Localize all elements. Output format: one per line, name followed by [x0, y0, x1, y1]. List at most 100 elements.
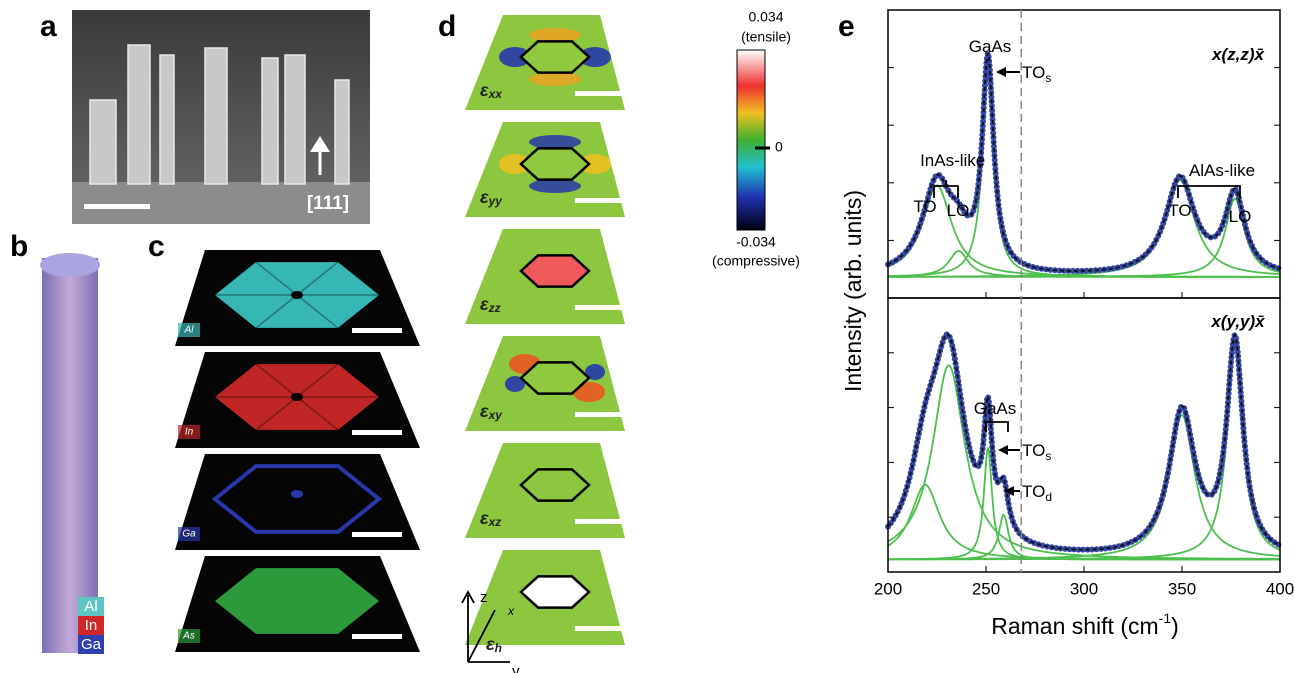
- hexagon: [521, 255, 589, 286]
- panel-label: b: [10, 230, 28, 263]
- annotation-text: TO: [1168, 201, 1191, 220]
- subscript: yy: [488, 194, 504, 208]
- nanowire: [90, 100, 116, 184]
- annotation-sub: s: [1045, 71, 1051, 85]
- nanowire: [335, 80, 349, 184]
- annotation: AlAs-like: [1189, 161, 1255, 180]
- scale-bar: [84, 204, 150, 209]
- annotation: TOd: [1022, 482, 1052, 504]
- map-label: In: [185, 427, 194, 438]
- map-label: As: [182, 631, 195, 642]
- lobe: [529, 28, 581, 42]
- annotation-text: LO: [1229, 207, 1252, 226]
- core: [291, 490, 303, 498]
- subscript: xz: [488, 515, 502, 529]
- subscript: zz: [488, 301, 501, 315]
- direction-label: [111]: [307, 193, 349, 214]
- x-tick-label: 300: [1070, 579, 1098, 598]
- annotation-text: GaAs: [969, 37, 1012, 56]
- annotation-sub: s: [1045, 449, 1051, 463]
- arrow-head: [998, 445, 1008, 455]
- map-label: Al: [184, 325, 195, 336]
- page: {"panels": { "a": {"label": "a", "direct…: [0, 0, 1294, 673]
- scale-bar: [575, 305, 623, 310]
- subscript: xx: [488, 87, 504, 101]
- x-axis-title: Raman shift (cm-1): [991, 610, 1179, 639]
- annotation-text: TO: [913, 197, 936, 216]
- annotation: InAs-like: [920, 151, 985, 170]
- annotation-text: TO: [1022, 441, 1045, 460]
- panel-label: a: [40, 10, 57, 43]
- colorbar-label: -0.034: [736, 234, 776, 250]
- annotation-text: LO: [947, 201, 970, 220]
- colorbar-label: 0: [775, 139, 783, 155]
- scale-bar: [352, 532, 402, 537]
- nanowire-tip: [40, 253, 100, 277]
- fit-component: [888, 515, 1280, 560]
- scale-bar: [575, 412, 623, 417]
- lobe: [529, 72, 581, 86]
- hexagon: [521, 148, 589, 179]
- annotation-text: GaAs: [974, 399, 1017, 418]
- legend-label: In: [85, 617, 98, 634]
- nanowire: [285, 55, 305, 184]
- scale-bar: [575, 626, 623, 631]
- x-axis-title-end: ): [1171, 613, 1179, 639]
- x-tick-label: 200: [874, 579, 902, 598]
- panel-label: e: [838, 10, 855, 43]
- x-tick-label: 350: [1168, 579, 1196, 598]
- legend-label: Ga: [81, 636, 102, 653]
- annotation: TO: [913, 197, 936, 216]
- nanowire: [128, 45, 150, 184]
- annotation-text: x(z,z)x̄: [1211, 45, 1266, 64]
- annotation-text: AlAs-like: [1189, 161, 1255, 180]
- y-axis-title: Intensity (arb. units): [840, 190, 866, 392]
- scale-bar: [575, 91, 623, 96]
- colorbar: [737, 50, 765, 230]
- colorbar-label: (tensile): [741, 29, 791, 45]
- colorbar-label: (compressive): [712, 253, 800, 269]
- axis-label: z: [480, 589, 488, 606]
- scale-bar: [352, 430, 402, 435]
- annotation: LO: [947, 201, 970, 220]
- legend-label: Al: [84, 598, 97, 615]
- annotation-text: x(y,y)x̄: [1210, 312, 1266, 331]
- scale-bar: [575, 519, 623, 524]
- figure: abcde[111]AlInGaAlInGaAsεxxεyyεzzεxyεxzε…: [0, 0, 1294, 673]
- x-tick-label: 250: [972, 579, 1000, 598]
- annotation-text: InAs-like: [920, 151, 985, 170]
- scale-bar: [99, 285, 105, 363]
- map-label: Ga: [182, 529, 196, 540]
- x-tick-label: 400: [1266, 579, 1294, 598]
- annotation: TOs: [1022, 63, 1051, 85]
- annotation-text: TO: [1022, 482, 1045, 501]
- annotation: GaAs: [969, 37, 1012, 56]
- nanowire: [205, 48, 227, 184]
- lobe: [529, 179, 581, 193]
- annotation-sub: d: [1045, 490, 1052, 504]
- axis-label: y: [512, 663, 520, 673]
- panel-label: d: [438, 10, 456, 43]
- hexagon: [521, 41, 589, 72]
- x-axis-title-text: Raman shift (cm: [991, 613, 1158, 639]
- nanowire-map: [42, 258, 98, 653]
- lobe: [529, 135, 581, 149]
- axis-label: x: [507, 604, 515, 618]
- nanowire: [262, 58, 278, 184]
- scale-bar: [352, 328, 402, 333]
- hexagon: [521, 576, 589, 607]
- subscript: xy: [488, 408, 504, 422]
- x-axis-title-sup: -1: [1159, 610, 1172, 626]
- hexagon: [521, 469, 589, 500]
- arrow-head: [996, 67, 1006, 77]
- scale-bar: [575, 198, 623, 203]
- annotation: x(z,z)x̄: [1211, 45, 1266, 64]
- annotation: TO: [1168, 201, 1191, 220]
- colorbar-label: 0.034: [748, 9, 783, 25]
- annotation-text: TO: [1022, 63, 1045, 82]
- nanowire: [160, 55, 174, 184]
- annotation: LO: [1229, 207, 1252, 226]
- subscript: h: [495, 641, 502, 655]
- hexagon: [521, 362, 589, 393]
- scale-bar: [352, 634, 402, 639]
